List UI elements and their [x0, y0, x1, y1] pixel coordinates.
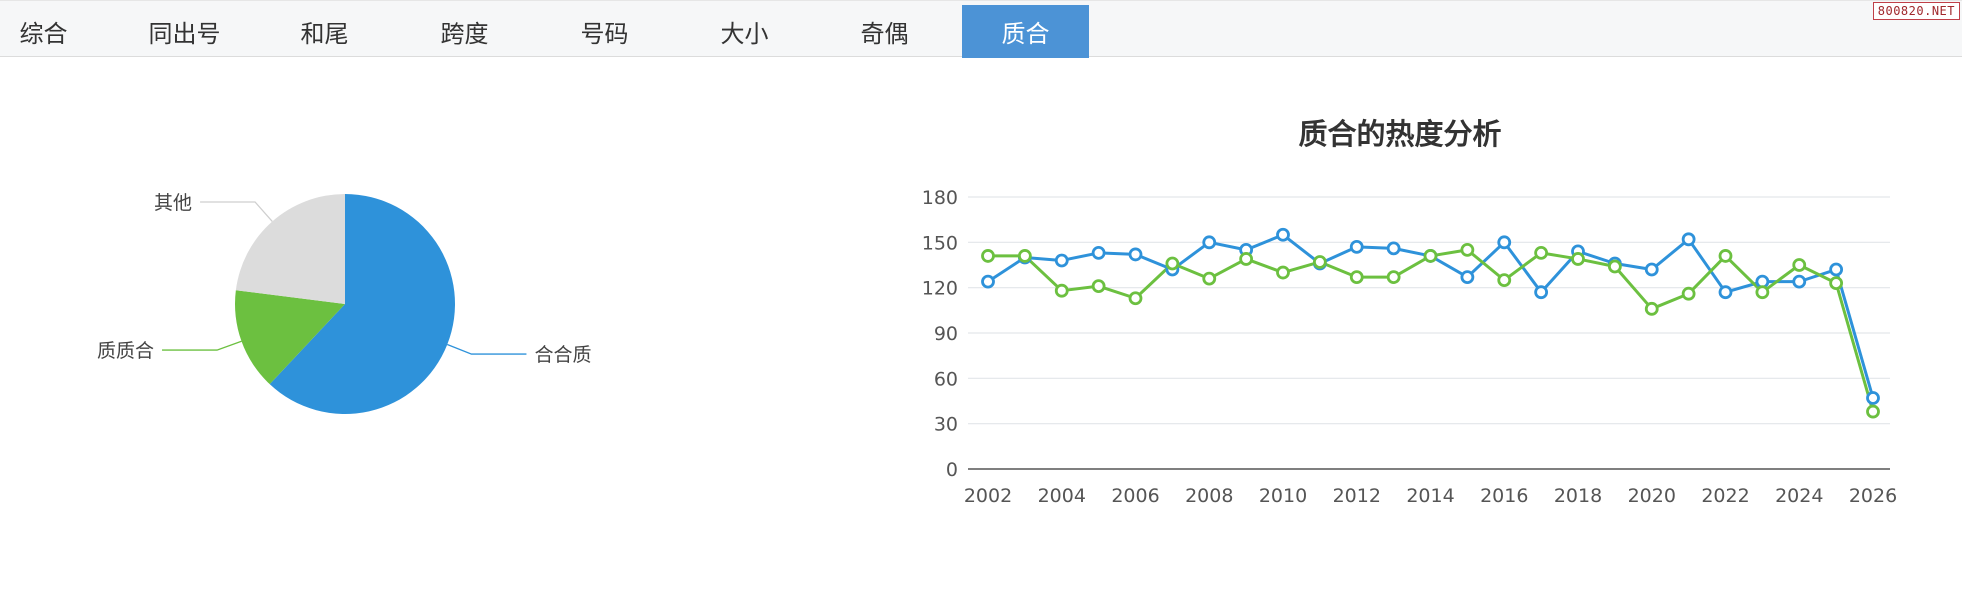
series-1-point [1276, 227, 1290, 242]
tab-zhihe[interactable]: 质合 [962, 5, 1089, 58]
pie-slice [235, 194, 345, 304]
tab-jiou[interactable]: 奇偶 [860, 20, 909, 48]
y-tick-label: 60 [934, 368, 958, 390]
series-2-point [1276, 265, 1290, 280]
series-2-point [1239, 252, 1254, 266]
y-tick-label: 120 [922, 278, 958, 300]
y-tick-label: 150 [922, 232, 958, 254]
tab-bar: 综合 同出号 和尾 跨度 号码 大小 奇偶 质合 [0, 0, 1962, 58]
series-2-point [1792, 258, 1807, 272]
y-tick-label: 90 [934, 323, 958, 345]
series-2-point [1607, 259, 1622, 274]
pie-label-line [447, 343, 527, 355]
series-2-point [1755, 285, 1770, 300]
x-tick-label: 2024 [1775, 485, 1823, 507]
series-2-point [1644, 301, 1659, 316]
x-tick-label: 2014 [1406, 485, 1454, 507]
series-2-line [988, 248, 1875, 412]
series-1-point [1792, 274, 1807, 289]
x-tick-label: 2006 [1111, 485, 1159, 507]
series-1-point [1349, 239, 1364, 254]
series-1-point [1054, 253, 1069, 268]
series-1-point [1829, 262, 1844, 277]
pie-slice [269, 194, 455, 415]
series-2-point [1202, 271, 1217, 286]
series-2-point [1386, 270, 1401, 284]
series-2-point [1054, 283, 1069, 298]
series-2-point [1681, 286, 1696, 301]
x-tick-label: 2022 [1701, 485, 1749, 507]
series-2-point [1866, 404, 1880, 419]
tab-kuadu[interactable]: 跨度 [440, 20, 489, 48]
series-2-point [1829, 276, 1844, 291]
pie-slice [235, 290, 345, 385]
x-tick-label: 2002 [964, 485, 1012, 507]
pie-slice-label: 合合质 [534, 344, 591, 366]
pie-chart: 合合质 质质合 其他 [97, 192, 591, 415]
pie-slice-label: 其他 [154, 192, 192, 214]
series-2-point [1571, 252, 1585, 266]
series-2-point [1128, 291, 1143, 306]
series-2-point [1312, 255, 1327, 269]
series-2-point [1497, 273, 1512, 288]
x-tick-label: 2004 [1038, 485, 1086, 507]
series-1-point [1091, 246, 1106, 260]
series-2-point [1460, 242, 1475, 257]
tab-zonghe[interactable]: 综合 [19, 20, 68, 48]
pie-slice-label: 质质合 [97, 340, 154, 362]
watermark-badge: 800820.NET [1872, 2, 1960, 20]
series-1-point [1202, 235, 1217, 250]
series-1-point [1681, 232, 1696, 247]
pie-label-line [200, 201, 273, 222]
series-1-point [1718, 285, 1733, 300]
x-tick-label: 2010 [1259, 485, 1307, 507]
series-2-point [1091, 279, 1106, 294]
series-2-point [981, 249, 995, 263]
series-2-point [1349, 270, 1364, 284]
y-tick-label: 180 [922, 187, 958, 209]
series-1-point [1644, 262, 1659, 277]
series-1-point [1460, 270, 1475, 284]
series-2-point [1165, 256, 1180, 271]
series-1-point [1497, 235, 1512, 250]
series-2-point [1718, 249, 1733, 263]
y-tick-label: 30 [934, 414, 958, 436]
tab-haoma[interactable]: 号码 [580, 20, 629, 48]
x-tick-label: 2008 [1185, 485, 1233, 507]
pie-label-line [162, 340, 242, 351]
x-tick-label: 2018 [1554, 485, 1602, 507]
series-1-point [1386, 241, 1401, 256]
x-tick-label: 2012 [1333, 485, 1381, 507]
tab-daxiao[interactable]: 大小 [720, 20, 769, 48]
series-1-point [1866, 391, 1880, 405]
x-tick-label: 2020 [1628, 485, 1676, 507]
tab-tongchuhao[interactable]: 同出号 [148, 20, 221, 48]
y-tick-label: 0 [946, 459, 958, 481]
chart-title: 质合的热度分析 [1298, 117, 1501, 151]
series-1-point [981, 274, 995, 289]
series-1-point [1128, 247, 1143, 262]
series-2-point [1017, 249, 1032, 263]
series-2-point [1423, 249, 1438, 263]
tab-hewei[interactable]: 和尾 [300, 20, 349, 48]
series-1-point [1534, 285, 1549, 300]
x-tick-label: 2016 [1480, 485, 1528, 507]
x-tick-label: 2026 [1849, 485, 1897, 507]
series-2-point [1534, 246, 1549, 260]
